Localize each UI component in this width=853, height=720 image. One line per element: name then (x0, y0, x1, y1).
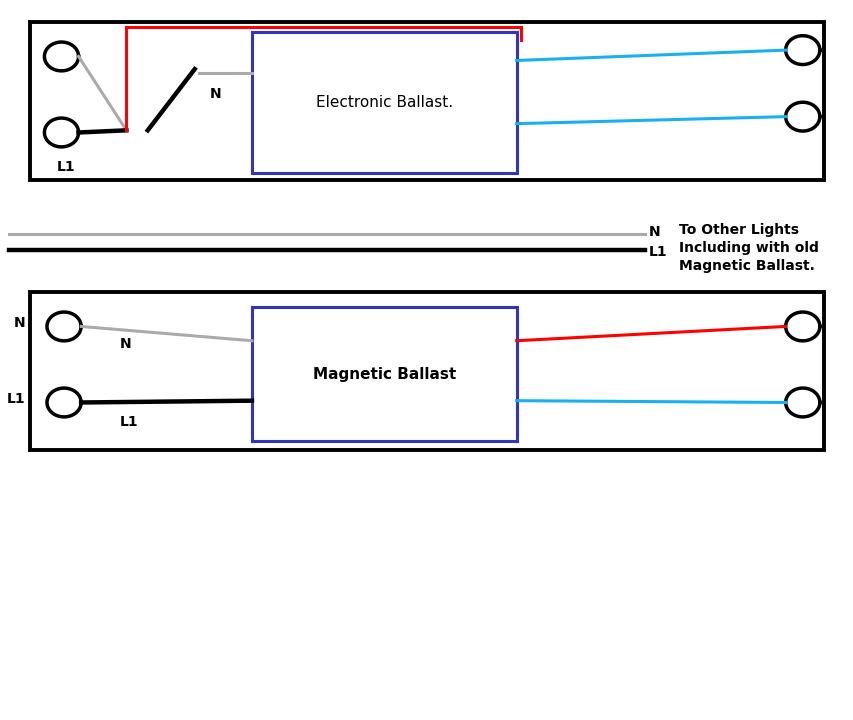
Text: Magnetic Ballast: Magnetic Ballast (312, 366, 456, 382)
FancyBboxPatch shape (252, 307, 516, 441)
Text: N: N (210, 87, 222, 101)
Text: L1: L1 (56, 160, 75, 174)
Text: L1: L1 (648, 245, 667, 259)
FancyBboxPatch shape (30, 292, 823, 450)
Text: N: N (648, 225, 660, 239)
Text: Electronic Ballast.: Electronic Ballast. (316, 95, 452, 110)
Text: L1: L1 (119, 415, 138, 429)
FancyBboxPatch shape (252, 32, 516, 173)
Text: N: N (14, 316, 26, 330)
Text: To Other Lights
Including with old
Magnetic Ballast.: To Other Lights Including with old Magne… (678, 223, 818, 273)
Text: L1: L1 (7, 392, 26, 406)
Text: N: N (119, 337, 131, 351)
FancyBboxPatch shape (30, 22, 823, 180)
